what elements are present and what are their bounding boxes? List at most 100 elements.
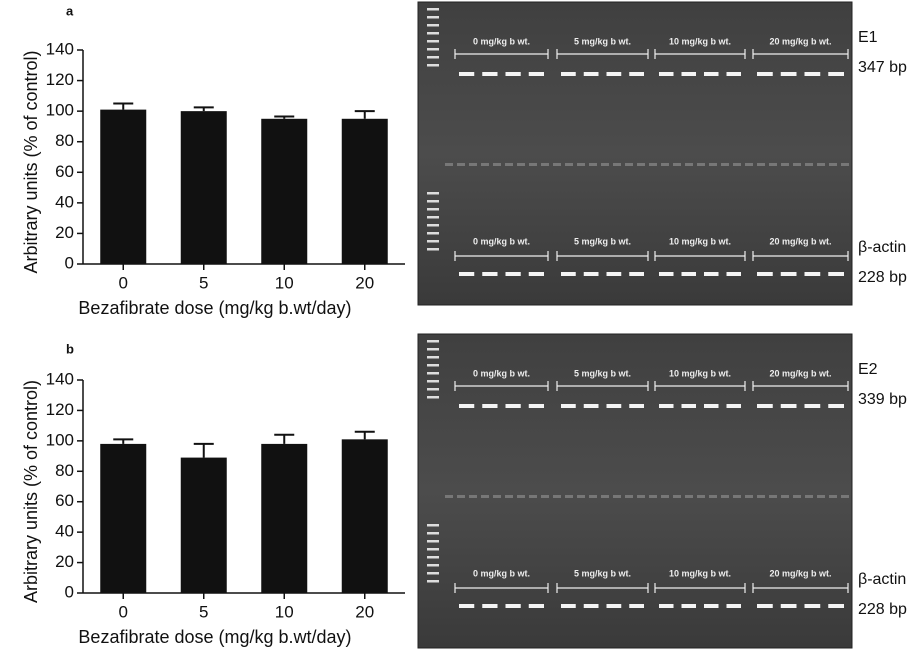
lane-bracket: [752, 251, 849, 261]
lane-label: 20 mg/kg b wt.: [769, 36, 831, 46]
ladder-band: [427, 56, 439, 59]
dna-band: [681, 72, 696, 76]
x-tick-label: 0: [119, 602, 128, 621]
dna-band: [482, 272, 498, 276]
x-tick-label: 10: [275, 273, 294, 292]
x-axis-label: Bezafibrate dose (mg/kg b.wt/day): [78, 627, 351, 647]
faint-band: [817, 163, 825, 166]
dna-band: [659, 72, 674, 76]
faint-band: [601, 163, 609, 166]
faint-band: [673, 163, 681, 166]
lane-label: 20 mg/kg b wt.: [769, 236, 831, 246]
dna-band: [828, 72, 844, 76]
faint-band: [685, 495, 693, 498]
y-tick-label: 120: [46, 70, 74, 89]
dna-band: [482, 72, 498, 76]
ladder-band: [427, 24, 439, 27]
dna-band: [561, 72, 576, 76]
faint-band: [565, 495, 573, 498]
faint-band: [445, 163, 453, 166]
dna-band: [459, 404, 475, 408]
lane-bracket: [454, 381, 549, 391]
dna-band: [482, 404, 498, 408]
dna-band: [528, 72, 544, 76]
faint-band: [613, 163, 621, 166]
faint-band: [589, 163, 597, 166]
x-tick-label: 20: [355, 602, 374, 621]
lane-bracket: [654, 49, 746, 59]
faint-band: [697, 163, 705, 166]
ladder-band: [427, 396, 439, 399]
faint-band: [625, 163, 633, 166]
bar: [180, 457, 227, 593]
dna-band: [704, 604, 719, 608]
dna-band: [459, 272, 475, 276]
faint-band: [517, 163, 525, 166]
x-tick-label: 5: [199, 273, 208, 292]
dna-band: [659, 404, 674, 408]
faint-band: [457, 163, 465, 166]
lane-label: 20 mg/kg b wt.: [769, 368, 831, 378]
gene-size: 347 bp: [858, 59, 907, 76]
dna-band: [505, 404, 521, 408]
ladder-band: [427, 240, 439, 243]
dna-band: [583, 72, 599, 76]
ladder-band: [427, 540, 439, 543]
faint-band: [745, 163, 753, 166]
faint-band: [565, 163, 573, 166]
faint-band: [517, 495, 525, 498]
ladder-band: [427, 380, 439, 383]
gel-image: [417, 1, 853, 306]
dna-band: [459, 72, 475, 76]
faint-band: [721, 495, 729, 498]
dna-band: [505, 604, 521, 608]
faint-band: [481, 495, 489, 498]
control-size: 228 bp: [858, 601, 907, 618]
ladder-band: [427, 388, 439, 391]
faint-band: [709, 163, 717, 166]
faint-band: [505, 163, 513, 166]
dna-band: [757, 272, 773, 276]
ladder-band: [427, 364, 439, 367]
lane-label: 0 mg/kg b wt.: [473, 568, 530, 578]
lane-label: 10 mg/kg b wt.: [669, 36, 731, 46]
ladder-band: [427, 224, 439, 227]
faint-band: [817, 495, 825, 498]
dna-band: [780, 72, 797, 76]
y-tick-label: 60: [55, 491, 74, 510]
bar: [100, 443, 147, 593]
dna-band: [561, 604, 576, 608]
dna-band: [606, 72, 622, 76]
faint-band: [841, 495, 849, 498]
dna-band: [629, 604, 644, 608]
dna-band: [561, 404, 576, 408]
ladder-band: [427, 532, 439, 535]
ladder-band: [427, 64, 439, 67]
ladder-band: [427, 248, 439, 251]
lane-bracket: [556, 381, 649, 391]
y-tick-label: 100: [46, 430, 74, 449]
ladder-band: [427, 572, 439, 575]
x-tick-label: 20: [355, 273, 374, 292]
ladder-band: [427, 32, 439, 35]
faint-band: [493, 495, 501, 498]
dna-band: [704, 272, 719, 276]
faint-band: [445, 495, 453, 498]
ladder-band: [427, 580, 439, 583]
dna-band: [459, 604, 475, 608]
gel-image: [417, 333, 853, 649]
dna-band: [629, 404, 644, 408]
bar: [341, 118, 388, 265]
faint-band: [541, 495, 549, 498]
dna-band: [804, 404, 821, 408]
ladder-band: [427, 16, 439, 19]
lane-label: 5 mg/kg b wt.: [574, 36, 631, 46]
faint-band: [637, 163, 645, 166]
y-tick-label: 80: [55, 461, 74, 480]
faint-band: [697, 495, 705, 498]
lane-bracket: [454, 583, 549, 593]
y-tick-label: 0: [65, 253, 74, 272]
ladder-band: [427, 48, 439, 51]
x-tick-label: 10: [275, 602, 294, 621]
dna-band: [757, 404, 773, 408]
